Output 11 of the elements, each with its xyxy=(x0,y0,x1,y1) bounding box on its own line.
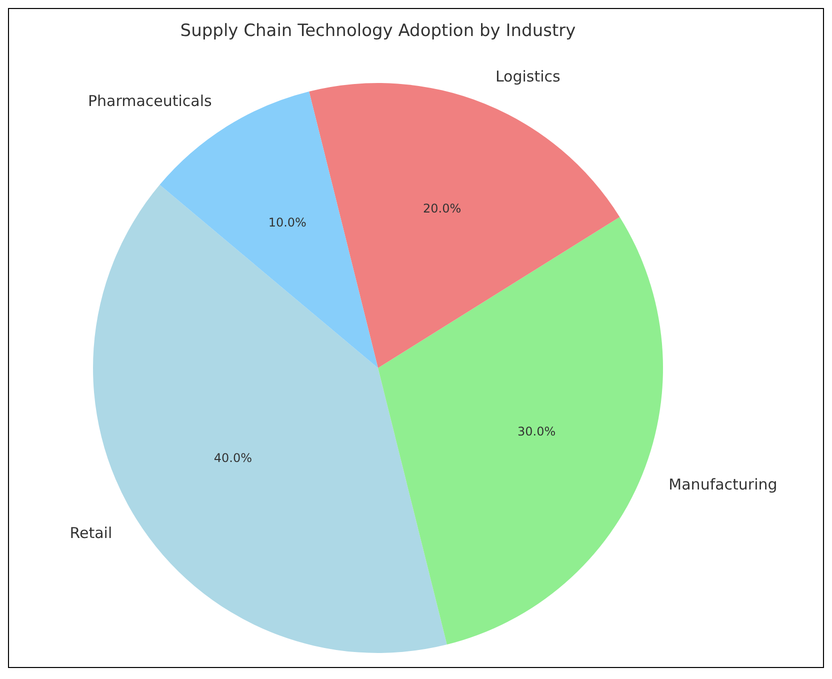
slice-label: Retail xyxy=(70,524,112,542)
data-label: 40.0% xyxy=(214,450,252,465)
data-label: 30.0% xyxy=(517,424,556,438)
data-label: 20.0% xyxy=(422,202,462,216)
data-label: 10.0% xyxy=(268,215,306,230)
pie-slice xyxy=(378,216,663,645)
slice-label: Pharmaceuticals xyxy=(88,92,212,110)
pie-slice xyxy=(309,83,620,368)
chart-title: Supply Chain Technology Adoption by Industry xyxy=(180,21,576,41)
slice-label: Logistics xyxy=(495,67,561,86)
slice-label: Manufacturing xyxy=(668,476,778,494)
